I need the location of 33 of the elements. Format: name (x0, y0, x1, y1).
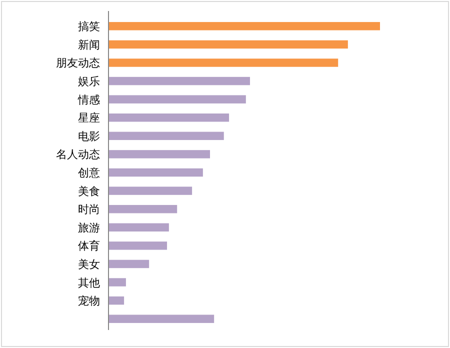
y-tick-label: 名人动态 (56, 148, 100, 162)
y-tick-label: 朋友动态 (56, 56, 100, 70)
bar (108, 40, 348, 49)
bar (108, 150, 210, 158)
y-tick-label: 娱乐 (78, 75, 100, 88)
bar (108, 132, 224, 140)
bar (108, 95, 246, 104)
bar (108, 242, 168, 250)
bar (108, 186, 192, 195)
y-tick-label: 体育 (78, 240, 100, 253)
bar (108, 296, 124, 305)
bar (108, 223, 169, 232)
bar (108, 278, 126, 286)
bar (108, 76, 250, 86)
y-tick-label: 美食 (78, 184, 100, 198)
y-tick-label: 创意 (78, 166, 100, 180)
y-tick-label: 其他 (78, 276, 100, 290)
bar (108, 114, 230, 122)
y-tick-label: 搞笑 (78, 20, 100, 34)
y-tick-label: 旅游 (78, 221, 100, 234)
bar (108, 204, 178, 214)
y-tick-label: 宠物 (78, 294, 100, 308)
bar (108, 22, 380, 30)
bar (108, 58, 338, 67)
y-tick-label: 情感 (77, 93, 100, 106)
y-tick-label: 新闻 (78, 38, 100, 52)
y-tick-label: 时尚 (78, 203, 100, 216)
y-tick-label: 星座 (78, 112, 100, 125)
y-tick-label: 美女 (78, 258, 100, 271)
bar (108, 168, 203, 177)
bar (108, 314, 214, 323)
bar (108, 260, 150, 268)
y-tick-label: 电影 (78, 130, 100, 143)
